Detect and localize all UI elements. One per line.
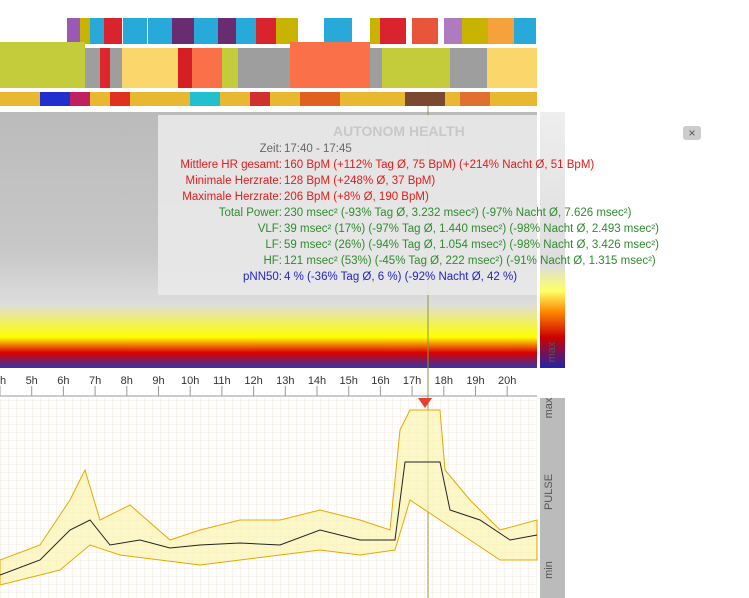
tooltip-row: Zeit: 17:40 - 17:45 [158, 143, 537, 159]
hour-label: 8h [121, 375, 133, 387]
hour-label: 11h [213, 375, 231, 387]
tooltip-value: 230 msec² (-93% Tag Ø, 3.232 msec²) (-97… [284, 207, 632, 219]
tooltip-row: Minimale Herzrate: 128 BpM (+248% Ø, 37 B… [158, 175, 537, 191]
hour-label: 9h [152, 375, 164, 387]
tooltip-value: 160 BpM (+112% Tag Ø, 75 BpM) (+214% Nac… [284, 159, 595, 171]
tooltip-value: 121 msec² (53%) (-45% Tag Ø, 222 msec²) … [284, 255, 656, 267]
tooltip-row: HF: 121 msec² (53%) (-45% Tag Ø, 222 msec… [158, 255, 655, 271]
scale-label: max [546, 341, 558, 362]
pulse-scale [540, 398, 565, 598]
tooltip-row: Mittlere HR gesamt: 160 BpM (+112% Tag Ø,… [158, 159, 594, 175]
hour-label: 4h [0, 375, 6, 387]
tooltip-label: VLF: [257, 223, 282, 235]
tooltip-label: Total Power: [218, 207, 282, 219]
cursor-marker [418, 398, 432, 408]
hour-label: 15h [340, 375, 358, 387]
tooltip-row: pNN50: 4 % (-36% Tag Ø, 6 %) (-92% Nacht … [158, 271, 537, 287]
hour-label: 14h [308, 375, 326, 387]
color-strip [0, 92, 537, 106]
pulse-line [0, 461, 538, 576]
hour-label: 16h [371, 375, 389, 387]
tooltip-row: VLF: 39 msec² (17%) (-97% Tag Ø, 1.440 ms… [158, 223, 659, 239]
spectrum-scale [540, 112, 565, 368]
hour-label: 10h [181, 375, 199, 387]
watermark: AUTONOM HEALTH [333, 123, 465, 139]
tooltip-row: LF: 59 msec² (26%) (-94% Tag Ø, 1.054 mse… [158, 239, 659, 255]
tooltip-value: 17:40 - 17:45 [284, 143, 352, 155]
scale-label: max [543, 397, 555, 418]
hour-label: 19h [466, 375, 484, 387]
tooltip-label: pNN50: [243, 271, 282, 283]
scale-label: min [543, 561, 555, 579]
hour-label: 12h [244, 375, 262, 387]
tooltip-label: Minimale Herzrate: [185, 175, 283, 187]
hour-label: 7h [89, 375, 101, 387]
hour-label: 5h [26, 375, 38, 387]
tooltip-label: HF: [263, 255, 282, 267]
tooltip-value: 59 msec² (26%) (-94% Tag Ø, 1.054 msec²)… [284, 239, 659, 251]
hour-label: 13h [276, 375, 294, 387]
tooltip-label: LF: [265, 239, 282, 251]
tooltip: AUTONOM HEALTH Zeit: 17:40 - 17:45 Mittler… [158, 115, 659, 295]
tooltip-value: 4 % (-36% Tag Ø, 6 %) (-92% Nacht Ø, 42 … [284, 271, 518, 283]
tooltip-row: Maximale Herzrate: 206 BpM (+8% Ø, 190 Bp… [158, 191, 537, 207]
scale-label: PULSE [543, 474, 555, 510]
tooltip-value: 39 msec² (17%) (-97% Tag Ø, 1.440 msec²)… [284, 223, 659, 235]
tooltip-label: Mittlere HR gesamt: [180, 159, 282, 171]
tooltip-label: Maximale Herzrate: [182, 191, 282, 203]
tooltip-value: 206 BpM (+8% Ø, 190 BpM) [284, 191, 429, 203]
hour-label: 18h [435, 375, 453, 387]
tooltip-value: 128 BpM (+248% Ø, 37 BpM) [284, 175, 436, 187]
activity-icons [67, 18, 536, 44]
tooltip-label: Zeit: [259, 143, 282, 155]
hour-label: 17h [403, 375, 421, 387]
close-button[interactable]: × [683, 126, 701, 140]
tooltip-row: Total Power: 230 msec² (-93% Tag Ø, 3.232… [158, 207, 632, 223]
activity-band [0, 42, 537, 88]
hour-label: 6h [57, 375, 69, 387]
hour-axis: 4h 5h 6h 7h 8h 9h 10h 11h 12h 13h 14h 15h 16h 17h 18h 1… [0, 375, 516, 396]
hour-label: 20h [498, 375, 516, 387]
